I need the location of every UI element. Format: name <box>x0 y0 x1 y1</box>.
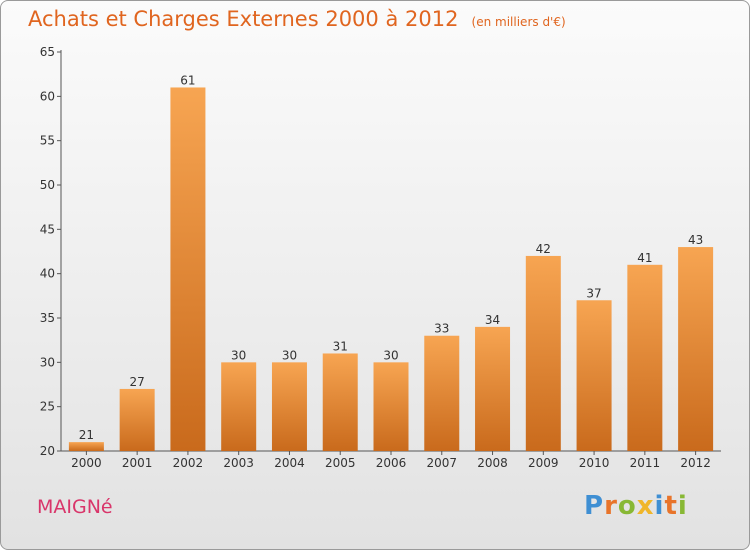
x-tick-label-2012: 2012 <box>680 456 711 470</box>
x-tick-label-2009: 2009 <box>528 456 559 470</box>
y-tick-label: 35 <box>40 311 55 325</box>
x-tick-label-2007: 2007 <box>426 456 457 470</box>
bar-2012 <box>678 247 714 451</box>
y-tick-label: 65 <box>40 45 55 59</box>
x-tick-label-2004: 2004 <box>274 456 305 470</box>
y-tick-label: 30 <box>40 355 55 369</box>
bar-2005 <box>322 353 358 451</box>
data-label-2003: 30 <box>231 348 246 362</box>
chart-title-main: Achats et Charges Externes 2000 à 2012 <box>28 7 459 31</box>
data-label-2002: 61 <box>180 73 195 87</box>
data-label-2007: 33 <box>434 322 449 336</box>
logo-letter: x <box>636 491 655 521</box>
x-tick-label-2002: 2002 <box>173 456 204 470</box>
bar-2008 <box>475 326 511 451</box>
chart-title: Achats et Charges Externes 2000 à 2012 (… <box>28 7 566 31</box>
bar-2002 <box>170 87 206 451</box>
data-label-2010: 37 <box>586 286 601 300</box>
bar-2009 <box>525 255 561 451</box>
logo-letter: o <box>617 491 637 521</box>
logo-letter: t <box>664 491 678 521</box>
bar-2007 <box>424 335 460 451</box>
x-tick-label-2001: 2001 <box>122 456 153 470</box>
bar-2006 <box>373 362 409 451</box>
bar-2000 <box>68 442 104 451</box>
data-label-2008: 34 <box>485 313 500 327</box>
data-label-2009: 42 <box>536 242 551 256</box>
logo-letter: i <box>654 491 665 521</box>
chart-subtitle: (en milliers d'€) <box>471 15 566 29</box>
x-tick-label-2010: 2010 <box>579 456 610 470</box>
y-tick-label: 60 <box>40 89 55 103</box>
x-tick-label-2011: 2011 <box>630 456 661 470</box>
logo-letter: P <box>584 491 605 521</box>
logo-letter: i <box>677 491 688 521</box>
bar-2003 <box>221 362 257 451</box>
y-tick-label: 50 <box>40 178 55 192</box>
data-label-2012: 43 <box>688 233 703 247</box>
bar-2010 <box>576 300 612 451</box>
y-tick-label: 25 <box>40 400 55 414</box>
bar-2011 <box>627 264 663 451</box>
bar-2004 <box>271 362 307 451</box>
commune-name: MAIGNé <box>37 496 113 518</box>
y-tick-label: 20 <box>40 444 55 458</box>
data-label-2000: 21 <box>79 428 94 442</box>
bar-2001 <box>119 388 155 451</box>
y-tick-label: 45 <box>40 222 55 236</box>
x-tick-label-2008: 2008 <box>477 456 508 470</box>
data-label-2006: 30 <box>383 348 398 362</box>
proxiti-logo: Proxiti <box>584 491 688 521</box>
y-tick-label: 40 <box>40 267 55 281</box>
data-label-2011: 41 <box>637 251 652 265</box>
data-label-2005: 31 <box>333 339 348 353</box>
data-label-2001: 27 <box>130 375 145 389</box>
y-tick-label: 55 <box>40 134 55 148</box>
x-tick-label-2003: 2003 <box>223 456 254 470</box>
x-tick-label-2005: 2005 <box>325 456 356 470</box>
x-tick-label-2006: 2006 <box>376 456 407 470</box>
data-label-2004: 30 <box>282 348 297 362</box>
x-tick-label-2000: 2000 <box>71 456 102 470</box>
logo-letter: r <box>604 491 618 521</box>
